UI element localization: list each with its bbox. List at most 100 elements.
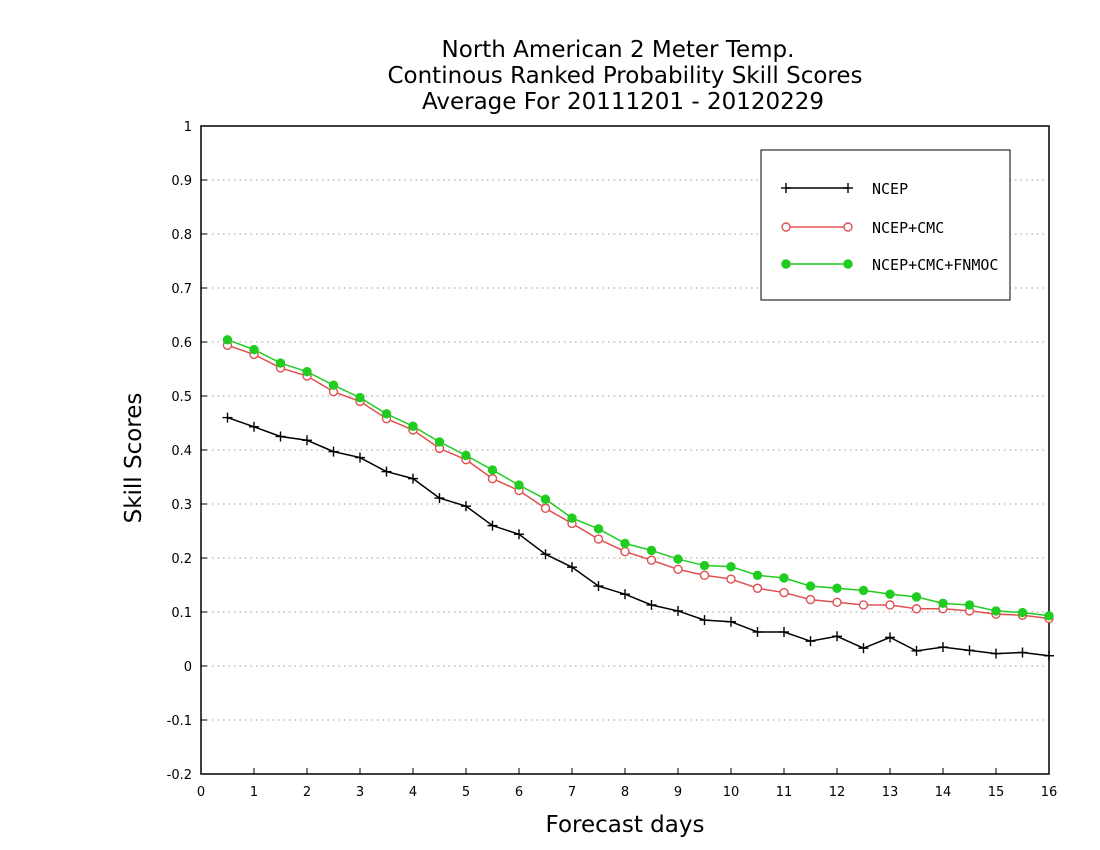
legend-label: NCEP+CMC+FNMOC xyxy=(872,256,998,274)
data-point xyxy=(593,534,604,544)
series-layer xyxy=(222,335,1054,661)
x-tick-label: 12 xyxy=(829,785,846,800)
legend-item: NCEP+CMC+FNMOC xyxy=(781,256,998,274)
x-tick-label: 3 xyxy=(356,785,364,800)
data-point xyxy=(540,549,551,560)
series-line xyxy=(227,344,1050,620)
data-point xyxy=(222,412,233,423)
chart-title: North American 2 Meter Temp. Continous R… xyxy=(387,37,862,115)
legend-marker xyxy=(843,259,853,269)
x-tick-label: 4 xyxy=(409,785,417,800)
data-point xyxy=(673,564,683,575)
data-point xyxy=(514,529,524,540)
x-axis: 0 1 2 3 4 5 6 7 8 9 10 11 12 13 14 15 16 xyxy=(197,768,1057,800)
data-point xyxy=(302,367,312,377)
series-2 xyxy=(222,335,1054,621)
data-point xyxy=(487,473,498,484)
data-point xyxy=(805,594,816,605)
legend-items: NCEP NCEP+CMC NCEP+CMC+FNMOC xyxy=(781,180,998,274)
x-tick-label: 2 xyxy=(303,785,311,800)
data-point xyxy=(726,561,736,572)
data-point xyxy=(779,626,789,637)
data-point xyxy=(911,645,922,656)
x-tick-label: 11 xyxy=(776,785,793,800)
x-tick-label: 7 xyxy=(568,785,576,800)
data-point xyxy=(1017,647,1028,658)
data-point xyxy=(540,503,551,514)
x-tick-label: 15 xyxy=(988,785,1005,800)
x-tick-label: 0 xyxy=(197,785,205,800)
x-tick-label: 1 xyxy=(250,785,258,800)
data-point xyxy=(885,632,895,643)
data-point xyxy=(328,380,339,390)
y-tick-label: 0.8 xyxy=(171,228,192,243)
data-point xyxy=(752,626,763,637)
x-tick-label: 13 xyxy=(882,785,899,800)
chart-title-line-3: Average For 20111201 - 20120229 xyxy=(422,89,824,115)
data-point xyxy=(275,431,286,442)
data-point xyxy=(938,642,948,653)
data-point xyxy=(620,546,630,557)
data-point xyxy=(832,583,842,593)
y-tick-label: 0.3 xyxy=(171,498,192,513)
data-point xyxy=(381,466,392,477)
x-tick-label: 5 xyxy=(462,785,470,800)
y-tick-label: 0.6 xyxy=(171,336,192,351)
data-point xyxy=(858,585,869,596)
data-point xyxy=(275,358,286,368)
legend-label: NCEP xyxy=(872,180,908,198)
data-point xyxy=(514,480,524,490)
chart-title-line-2: Continous Ranked Probability Skill Score… xyxy=(387,63,862,89)
data-point xyxy=(673,605,683,616)
series-line xyxy=(227,416,1050,657)
data-point xyxy=(593,524,604,534)
y-axis: -0.2 -0.1 0 0.1 0.2 0.3 0.4 0.5 0.6 0.7 0.8 0.9 1 xyxy=(167,120,207,783)
data-point xyxy=(408,473,418,484)
data-point xyxy=(646,555,657,565)
data-point xyxy=(355,392,365,403)
legend-label: NCEP+CMC xyxy=(872,219,944,237)
series-line xyxy=(227,339,1050,617)
data-point xyxy=(1017,607,1028,618)
data-point xyxy=(858,600,869,610)
x-tick-label: 16 xyxy=(1041,785,1058,800)
data-point xyxy=(964,645,975,656)
x-tick-label: 6 xyxy=(515,785,523,800)
y-tick-label: -0.2 xyxy=(167,768,192,783)
data-point xyxy=(646,599,657,610)
data-point xyxy=(832,597,842,607)
data-point xyxy=(911,592,922,602)
data-point xyxy=(964,600,975,610)
data-point xyxy=(805,636,816,647)
data-point xyxy=(222,335,233,345)
data-point xyxy=(938,598,948,609)
data-point xyxy=(726,574,736,584)
data-point xyxy=(249,421,259,432)
x-tick-label: 9 xyxy=(674,785,682,800)
y-tick-label: 1 xyxy=(184,120,192,135)
data-point xyxy=(408,421,418,431)
data-point xyxy=(249,344,259,355)
x-tick-label: 14 xyxy=(935,785,952,800)
y-tick-label: 0.1 xyxy=(171,606,192,621)
data-point xyxy=(858,643,869,654)
series-0 xyxy=(222,412,1054,661)
series-1 xyxy=(222,340,1054,624)
chart-title-line-1: North American 2 Meter Temp. xyxy=(442,37,795,63)
data-point xyxy=(1044,650,1054,661)
data-point xyxy=(805,581,816,591)
data-point xyxy=(779,573,789,583)
data-point xyxy=(355,452,365,463)
data-point xyxy=(567,513,577,523)
y-tick-label: 0.2 xyxy=(171,552,192,567)
data-point xyxy=(991,606,1001,616)
legend-marker xyxy=(843,222,853,232)
data-point xyxy=(991,648,1001,659)
data-point xyxy=(487,465,498,475)
legend-marker xyxy=(781,222,791,232)
y-tick-label: 0.9 xyxy=(171,174,192,189)
grid-lines xyxy=(201,179,1049,721)
x-tick-label: 10 xyxy=(723,785,740,800)
data-point xyxy=(620,538,630,549)
